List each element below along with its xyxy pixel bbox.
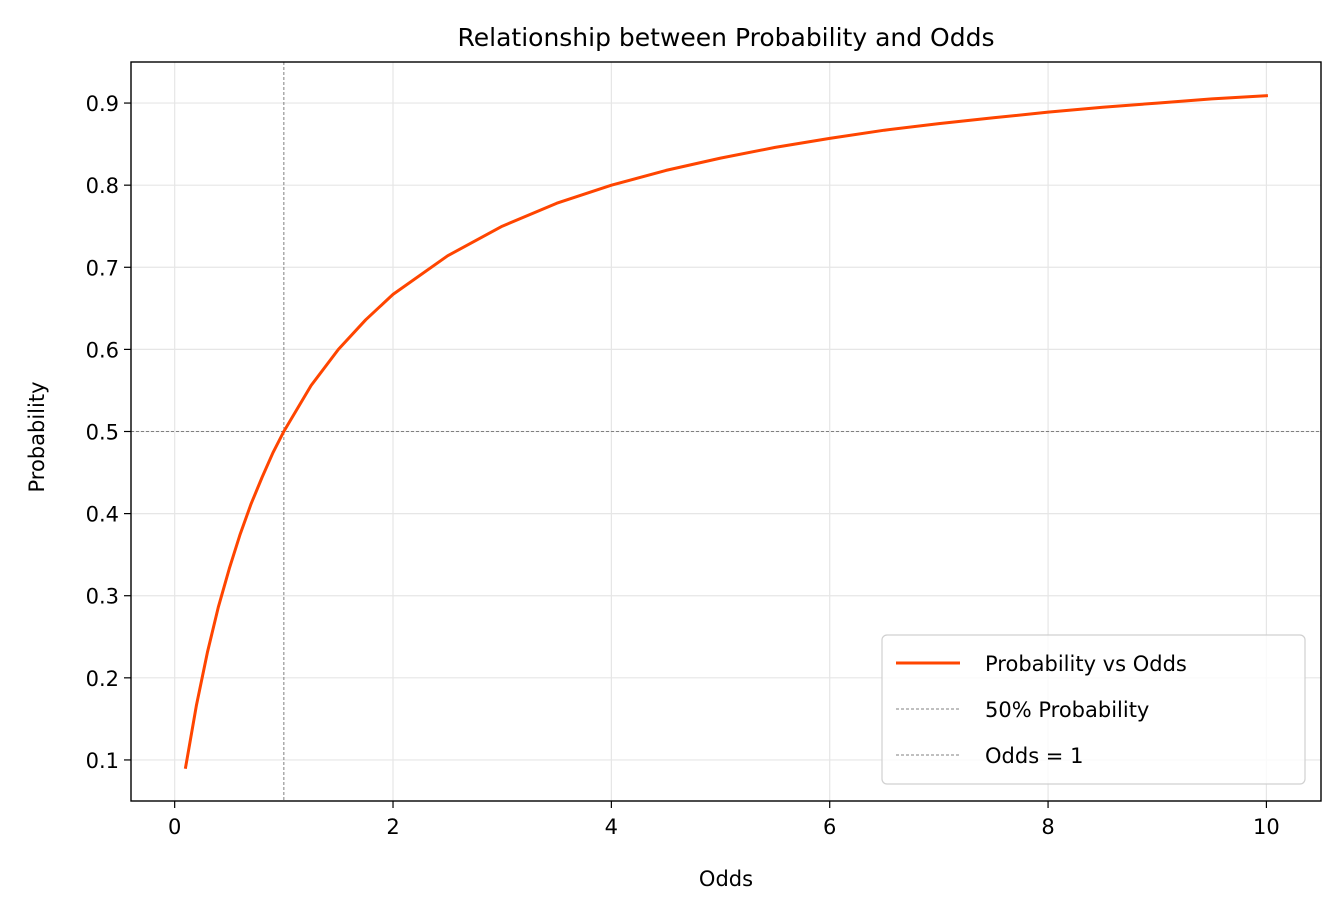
y-axis-label: Probability <box>25 381 49 492</box>
x-tick-label: 6 <box>823 815 836 839</box>
y-tick-label: 0.6 <box>86 338 119 362</box>
legend-box <box>881 634 1306 785</box>
y-axis-ticks: 0.1 0.2 0.3 0.4 0.5 0.6 0.7 0.8 0.9 <box>86 92 131 773</box>
chart-legend: Probability vs Odds 50% Probability Odds =… <box>881 634 1306 785</box>
x-axis-label: Odds <box>699 867 753 891</box>
y-tick-label: 0.8 <box>86 174 119 198</box>
legend-label: Odds = 1 <box>985 744 1083 768</box>
y-tick-label: 0.7 <box>86 256 119 280</box>
reference-lines <box>131 62 1321 801</box>
x-tick-label: 10 <box>1253 815 1280 839</box>
y-tick-label: 0.9 <box>86 92 119 116</box>
x-tick-label: 0 <box>168 815 181 839</box>
y-tick-label: 0.1 <box>86 749 119 773</box>
x-tick-label: 8 <box>1041 815 1054 839</box>
legend-label: Probability vs Odds <box>985 652 1187 676</box>
y-tick-label: 0.3 <box>86 585 119 609</box>
y-tick-label: 0.5 <box>86 421 119 445</box>
x-tick-label: 4 <box>605 815 618 839</box>
x-tick-label: 2 <box>386 815 399 839</box>
y-tick-label: 0.4 <box>86 503 119 527</box>
y-tick-label: 0.2 <box>86 667 119 691</box>
chart-title: Relationship between Probability and Odd… <box>458 23 995 52</box>
x-axis-ticks: 0 2 4 6 8 10 <box>168 801 1280 839</box>
series-line <box>183 94 1268 770</box>
legend-label: 50% Probability <box>985 698 1149 722</box>
series-lines <box>183 94 1268 770</box>
